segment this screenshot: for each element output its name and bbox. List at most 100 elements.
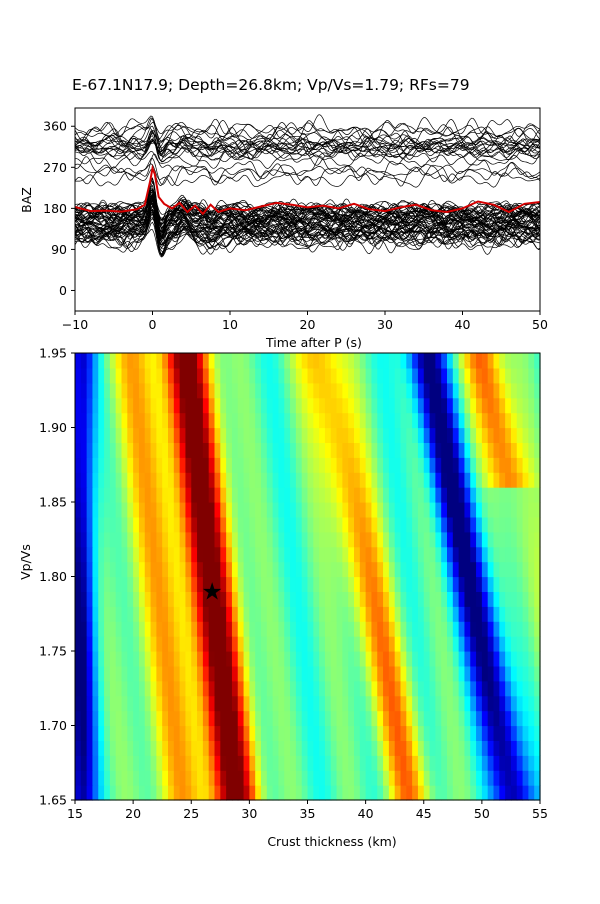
heatmap-cell [266, 740, 274, 756]
heatmap-cell [266, 770, 274, 786]
heatmap-cell [272, 755, 280, 771]
heatmap-cell [243, 487, 250, 503]
heatmap-cell [173, 740, 181, 756]
heatmap-cell [464, 651, 471, 667]
heatmap-cell [156, 516, 163, 533]
heatmap-cell [470, 665, 477, 682]
heatmap-cell [429, 725, 436, 741]
heatmap-cell [208, 367, 216, 384]
heatmap-cell [301, 665, 309, 682]
heatmap-cell [412, 606, 419, 622]
heatmap-cell [435, 740, 442, 756]
heatmap-cell [481, 427, 489, 443]
heatmap-cell [499, 680, 506, 697]
heatmap-cell [359, 546, 367, 563]
heatmap-cell [191, 725, 198, 741]
heatmap-cell [470, 502, 477, 518]
heatmap-cell [487, 442, 495, 458]
heatmap-cell [168, 412, 175, 429]
heatmap-cell [202, 665, 210, 682]
hk-y-tick-label: 1.65 [39, 793, 67, 808]
heatmap-cell [301, 695, 309, 712]
heatmap-cell [342, 472, 349, 488]
heatmap-cell [179, 665, 187, 682]
heatmap-cell [324, 472, 332, 488]
heatmap-cell [354, 710, 361, 727]
heatmap-cell [359, 770, 367, 786]
heatmap-cell [231, 591, 239, 607]
heatmap-cell [522, 725, 529, 741]
heatmap-cell [255, 502, 262, 518]
heatmap-cell [295, 621, 303, 637]
heatmap-cell [383, 353, 390, 369]
heatmap-cell [493, 561, 500, 578]
heatmap-cell [226, 502, 233, 518]
heatmap-cell [104, 546, 111, 563]
heatmap-cell [423, 695, 431, 712]
heatmap-cell [197, 665, 204, 682]
heatmap-cell [243, 367, 250, 384]
heatmap-cell [185, 502, 192, 518]
heatmap-cell [499, 740, 506, 756]
heatmap-cell [377, 755, 384, 771]
heatmap-cell [92, 770, 99, 786]
heatmap-cell [86, 576, 94, 592]
heatmap-cell [406, 576, 413, 592]
heatmap-cell [359, 457, 367, 473]
heatmap-cell [365, 665, 373, 682]
heatmap-cell [173, 531, 181, 548]
heatmap-cell [185, 382, 192, 399]
heatmap-cell [133, 457, 140, 473]
heatmap-cell [214, 651, 221, 667]
heatmap-cell [400, 695, 407, 712]
heatmap-cell [150, 636, 157, 652]
heatmap-cell [202, 502, 210, 518]
heatmap-cell [266, 680, 274, 697]
heatmap-cell [127, 546, 134, 563]
heatmap-cell [295, 457, 303, 473]
heatmap-cell [295, 651, 303, 667]
heatmap-cell [336, 636, 343, 652]
heatmap-cell [464, 487, 471, 503]
heatmap-cell [295, 770, 303, 786]
heatmap-cell [272, 487, 280, 503]
heatmap-cell [510, 487, 518, 503]
heatmap-cell [388, 353, 396, 369]
heatmap-cell [528, 382, 535, 399]
heatmap-cell [499, 591, 506, 607]
heatmap-cell [435, 546, 442, 563]
heatmap-cell [505, 516, 512, 533]
heatmap-cell [168, 636, 175, 652]
heatmap-cell [336, 472, 343, 488]
heatmap-cell [452, 546, 460, 563]
heatmap-cell [121, 785, 128, 801]
heatmap-cell [342, 695, 349, 712]
heatmap-cell [278, 680, 285, 697]
heatmap-cell [220, 502, 227, 518]
heatmap-cell [330, 636, 338, 652]
heatmap-cell [162, 606, 169, 622]
heatmap-cell [499, 606, 506, 622]
heatmap-cell [336, 502, 343, 518]
heatmap-cell [214, 591, 221, 607]
heatmap-cell [261, 770, 268, 786]
heatmap-cell [476, 755, 483, 771]
heatmap-cell [429, 606, 436, 622]
heatmap-cell [400, 487, 407, 503]
heatmap-cell [365, 755, 373, 771]
heatmap-cell [255, 546, 262, 563]
heatmap-cell [214, 621, 221, 637]
heatmap-cell [255, 695, 262, 712]
heatmap-cell [417, 740, 425, 756]
heatmap-cell [342, 353, 349, 369]
heatmap-cell [86, 695, 94, 712]
heatmap-cell [441, 725, 448, 741]
heatmap-cell [406, 546, 413, 563]
heatmap-cell [197, 576, 204, 592]
heatmap-cell [243, 591, 250, 607]
heatmap-cell [417, 785, 425, 801]
heatmap-cell [243, 353, 250, 369]
heatmap-cell [179, 725, 187, 741]
heatmap-cell [185, 487, 192, 503]
heatmap-cell [261, 531, 268, 548]
